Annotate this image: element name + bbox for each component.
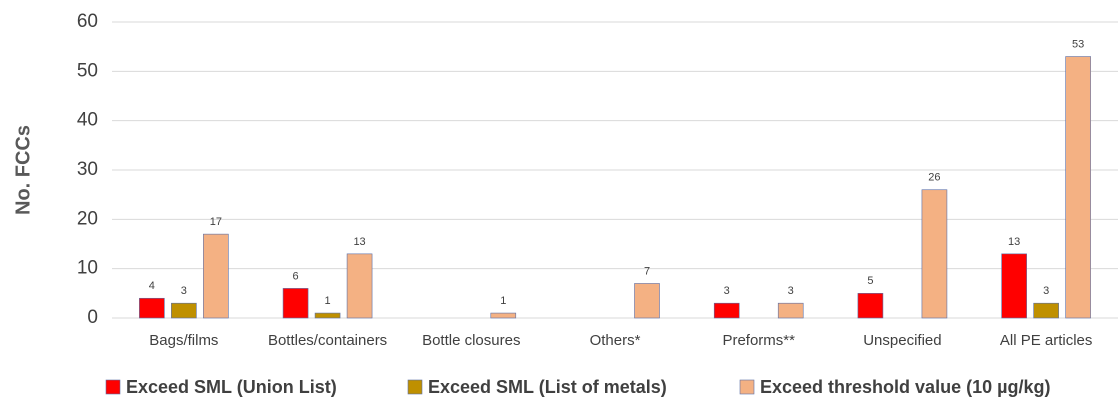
y-tick-label: 50 <box>77 60 98 81</box>
bar <box>1033 302 1059 319</box>
bar <box>139 297 165 319</box>
y-tick-label: 10 <box>77 258 98 279</box>
legend-swatch <box>739 379 755 395</box>
bar <box>314 312 341 319</box>
y-tick-label: 40 <box>77 110 98 131</box>
x-tick-label: Bottles/containers <box>268 332 387 349</box>
bar <box>346 253 373 319</box>
y-tick-label: 30 <box>77 159 98 180</box>
y-tick-label: 20 <box>77 208 98 229</box>
value-label: 3 <box>724 285 730 297</box>
value-label: 7 <box>644 265 650 277</box>
y-tick-label: 0 <box>87 307 98 328</box>
legend-swatch <box>105 379 121 395</box>
legend-swatch <box>407 379 423 395</box>
value-label: 3 <box>788 285 794 297</box>
y-tick-label: 60 <box>77 11 98 32</box>
legend-label: Exceed threshold value (10 µg/kg) <box>760 377 1050 397</box>
x-tick-label: Unspecified <box>863 332 941 349</box>
bar <box>713 302 740 319</box>
value-label: 17 <box>210 216 222 228</box>
value-label: 13 <box>1008 236 1020 248</box>
bar <box>634 283 660 319</box>
bar <box>282 288 309 319</box>
value-label: 1 <box>325 295 331 307</box>
value-label: 53 <box>1072 38 1084 50</box>
legend-label: Exceed SML (Union List) <box>126 377 337 397</box>
value-label: 26 <box>928 172 940 184</box>
value-label: 13 <box>353 236 365 248</box>
value-label: 1 <box>500 295 506 307</box>
bar <box>777 302 804 319</box>
legend-label: Exceed SML (List of metals) <box>428 377 667 397</box>
value-label: 3 <box>1043 285 1049 297</box>
y-axis-label: No. FCCs <box>12 125 34 215</box>
value-label: 5 <box>867 275 873 287</box>
x-tick-label: All PE articles <box>1000 332 1093 349</box>
bar <box>857 293 884 319</box>
bar <box>171 302 197 319</box>
value-label: 6 <box>293 270 299 282</box>
bar <box>1001 253 1027 319</box>
bar <box>1065 56 1091 319</box>
x-tick-label: Others* <box>590 332 641 349</box>
bar <box>203 233 229 319</box>
x-tick-label: Bags/films <box>149 332 218 349</box>
value-label: 3 <box>181 285 187 297</box>
x-tick-label: Preforms** <box>722 332 795 349</box>
value-label: 4 <box>149 280 155 292</box>
x-tick-label: Bottle closures <box>422 332 520 349</box>
bar <box>921 189 948 319</box>
bar <box>490 312 517 319</box>
